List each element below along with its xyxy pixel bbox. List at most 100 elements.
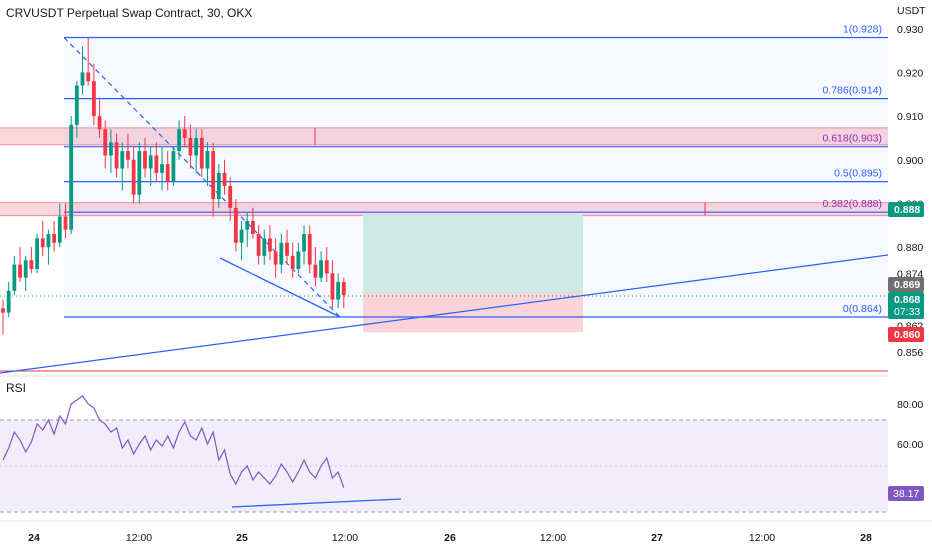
stop-tag-text: 0.860 (894, 329, 920, 341)
candle-body (222, 172, 227, 186)
candle (74, 81, 79, 138)
candle (188, 124, 193, 169)
fib-label-1: 1(0.928) (843, 24, 882, 36)
candle (143, 137, 147, 178)
stop-tag-bg (888, 327, 924, 342)
candle-body (182, 129, 187, 138)
time-tick: 12:00 (540, 532, 566, 544)
price-tick: 0.920 (897, 67, 923, 79)
candle-body (103, 129, 108, 156)
candle (313, 247, 318, 287)
candle-body (12, 264, 17, 291)
candle-body (194, 137, 199, 156)
time-tick: 27 (651, 532, 663, 544)
candle-body (313, 264, 318, 278)
candle-body (279, 242, 284, 265)
candle (35, 234, 39, 274)
candle (52, 220, 57, 252)
fib-label-0.5: 0.5(0.895) (834, 168, 882, 180)
candle-body (205, 151, 210, 169)
candle (6, 282, 11, 317)
time-tick: 12:00 (126, 532, 152, 544)
time-axis[interactable]: 24 12:00 25 12:00 26 12:00 27 12:00 28 (28, 532, 872, 544)
trendlines-layer[interactable] (0, 37, 889, 374)
fib-trend-dashed[interactable] (63, 37, 341, 318)
candle-body (273, 251, 278, 265)
stop-zone (363, 292, 583, 333)
price-tick: 0.856 (897, 347, 923, 359)
rsi-tick: 60.00 (897, 439, 923, 451)
candle-body (160, 164, 164, 173)
candle-body (171, 151, 176, 182)
candle (205, 142, 210, 186)
fib-retracement[interactable]: 1(0.928) 0.786(0.914) 0.618(0.903) 0.5(0.89… (64, 24, 888, 318)
time-tick: 25 (236, 532, 248, 544)
candle (12, 255, 17, 296)
candle-body (143, 151, 147, 169)
rsi-scale[interactable]: 80.00 60.00 (897, 399, 923, 451)
candle (216, 164, 221, 208)
candle (273, 238, 278, 278)
candle-body (239, 229, 244, 243)
candle (131, 146, 136, 204)
level-tag-text: 0.888 (894, 204, 920, 216)
rsi-tag-bg (888, 486, 924, 501)
candle (86, 37, 91, 86)
rsi-trendline[interactable] (231, 498, 402, 508)
chart-title: CRVUSDT Perpetual Swap Contract, 30, OKX (6, 6, 252, 20)
candle-body (46, 234, 51, 248)
candle (228, 177, 233, 221)
last-tag-text: 0.869 (894, 279, 920, 291)
candle (69, 116, 74, 235)
candle (109, 129, 113, 173)
rsi-tag-text: 38.17 (893, 488, 919, 500)
candle-body (137, 151, 142, 195)
price-tick: 0.910 (897, 111, 923, 123)
candle (324, 247, 329, 283)
candle (233, 199, 238, 252)
current-price-tag: 0.868 07:33 (888, 292, 924, 319)
descending-wedge-line[interactable] (219, 257, 341, 318)
time-tick: 28 (860, 532, 872, 544)
candles-layer (1, 37, 346, 335)
candle (251, 207, 255, 239)
fib-label-0.618: 0.618(0.903) (822, 133, 882, 145)
candle (137, 142, 142, 204)
candle-body (114, 142, 119, 169)
candle-body (29, 260, 34, 269)
candle-body (120, 151, 125, 169)
candle (57, 203, 62, 248)
price-tick: 0.880 (897, 242, 923, 254)
candle (23, 255, 28, 291)
time-tick: 24 (28, 532, 40, 544)
stop-price-tag: 0.860 (888, 327, 924, 342)
candle (46, 229, 51, 265)
candle-body (74, 85, 79, 125)
candle (268, 225, 272, 261)
candle-body (63, 216, 68, 230)
fib-label-0.382: 0.382(0.888) (822, 198, 882, 210)
time-tick: 12:00 (749, 532, 775, 544)
ascending-trendline[interactable] (0, 254, 889, 374)
candle-body (109, 142, 113, 156)
rsi-value-tag: 38.17 (888, 486, 924, 501)
candle (222, 159, 227, 195)
current-tag-bg (888, 292, 924, 319)
candle-body (97, 116, 102, 130)
candle-body (256, 234, 261, 256)
candle-body (262, 238, 267, 256)
candle-body (330, 273, 335, 300)
candle-body (165, 164, 170, 182)
candle-body (52, 234, 57, 243)
candle (336, 273, 341, 309)
candle (239, 220, 244, 261)
candle-body (341, 282, 346, 296)
candle-body (131, 159, 136, 195)
fib-label-0.786: 0.786(0.914) (822, 85, 882, 97)
candle (279, 234, 284, 274)
candle (80, 46, 85, 95)
candle-body (199, 137, 204, 169)
candle (126, 133, 130, 169)
level-price-tag: 0.888 (888, 202, 924, 217)
